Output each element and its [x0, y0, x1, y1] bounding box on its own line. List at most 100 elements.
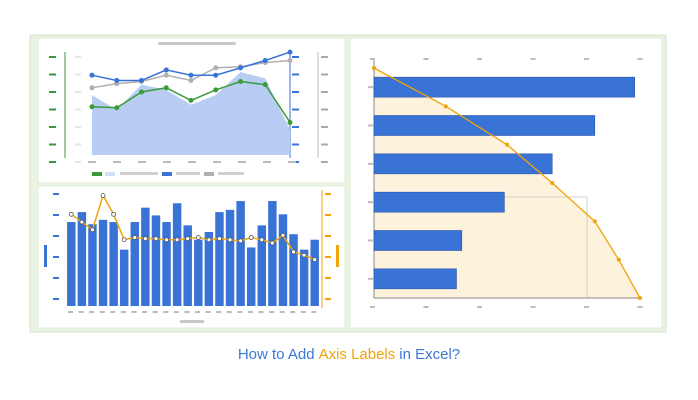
point: [163, 85, 169, 91]
bar: [236, 201, 245, 306]
bar: [373, 191, 505, 213]
bar: [67, 222, 76, 306]
axis-dash: [75, 126, 81, 128]
axis-dash: [292, 108, 299, 111]
caption-text: How to Add: [238, 346, 315, 363]
bar: [373, 76, 635, 98]
axis-dash: [368, 201, 373, 204]
axis-dash: [279, 311, 285, 313]
point: [188, 72, 194, 78]
axis-dash: [584, 58, 589, 60]
caption-text: Axis Labels: [319, 346, 396, 363]
axis-dash: [325, 193, 331, 195]
point: [269, 240, 275, 246]
point: [174, 237, 180, 243]
axis-dash: [188, 161, 196, 163]
axis-dash: [321, 126, 328, 128]
axis-dash: [53, 214, 59, 216]
bar: [109, 222, 118, 306]
axis-dash: [226, 311, 232, 313]
point: [139, 89, 144, 95]
bar: [162, 222, 171, 306]
axis-dash: [321, 91, 328, 93]
point: [132, 235, 138, 240]
bar: [373, 153, 553, 175]
axis-dash: [78, 311, 84, 313]
axis-dash: [584, 306, 589, 308]
axis-dash: [258, 311, 264, 313]
axis-dash: [325, 298, 331, 300]
axis-dash: [321, 143, 328, 146]
axis-dash: [53, 235, 59, 237]
bar: [373, 230, 463, 251]
point: [142, 236, 148, 242]
axis-dash: [213, 161, 221, 163]
axis-dash: [138, 161, 146, 163]
axis-dash: [321, 161, 328, 163]
point: [89, 72, 95, 78]
axis-dash: [238, 161, 246, 163]
axis-dash: [75, 73, 81, 76]
axis-dash: [292, 73, 299, 76]
axis-dash: [49, 161, 56, 163]
point: [79, 219, 85, 225]
bar: [373, 115, 596, 136]
axis-dash: [163, 311, 169, 313]
axis-dash: [89, 311, 95, 313]
bar: [278, 214, 288, 306]
point: [89, 85, 95, 91]
bar: [119, 249, 129, 306]
point: [505, 142, 509, 147]
axis-dash: [368, 277, 373, 280]
point: [238, 65, 243, 71]
point: [213, 72, 219, 78]
point: [188, 77, 194, 83]
axis-dash: [53, 193, 59, 195]
axis-dash: [368, 86, 373, 89]
axis-dash: [423, 306, 429, 308]
axis-dash: [110, 311, 116, 313]
axis-dash: [205, 311, 211, 313]
axis-dash: [292, 56, 299, 58]
point: [262, 58, 268, 63]
axis-dash: [131, 311, 137, 313]
bar: [141, 207, 150, 306]
point: [213, 65, 219, 71]
point: [114, 77, 120, 83]
axis-dash: [49, 108, 56, 111]
bar: [289, 234, 298, 306]
point: [111, 211, 117, 217]
axis-dash: [49, 56, 56, 58]
bar: [268, 201, 277, 306]
bar: [257, 225, 267, 306]
bar: [98, 219, 108, 306]
axis-dash: [321, 108, 328, 111]
bar: [77, 212, 87, 306]
axis-dash: [292, 143, 299, 146]
bar: [310, 239, 319, 306]
point: [185, 236, 191, 242]
axis-dash: [263, 161, 271, 163]
point: [139, 77, 144, 83]
axis-dash: [195, 311, 200, 313]
axis-dash: [368, 162, 373, 165]
axis-dash: [142, 311, 148, 313]
axis-dash: [88, 161, 96, 163]
axis-dash: [184, 311, 190, 313]
point: [287, 119, 293, 125]
point: [121, 237, 127, 243]
axis-dash: [75, 91, 81, 93]
axis-title-placeholder: [180, 320, 204, 323]
point: [287, 49, 293, 55]
point: [238, 79, 243, 84]
axis-dash: [477, 58, 482, 60]
bar: [151, 215, 161, 306]
axis-dash: [530, 306, 536, 308]
axis-dash: [292, 91, 299, 93]
axis-dash: [637, 306, 643, 308]
axis-dash: [325, 256, 331, 258]
point: [291, 249, 296, 255]
bar: [215, 212, 224, 306]
point: [312, 257, 318, 263]
